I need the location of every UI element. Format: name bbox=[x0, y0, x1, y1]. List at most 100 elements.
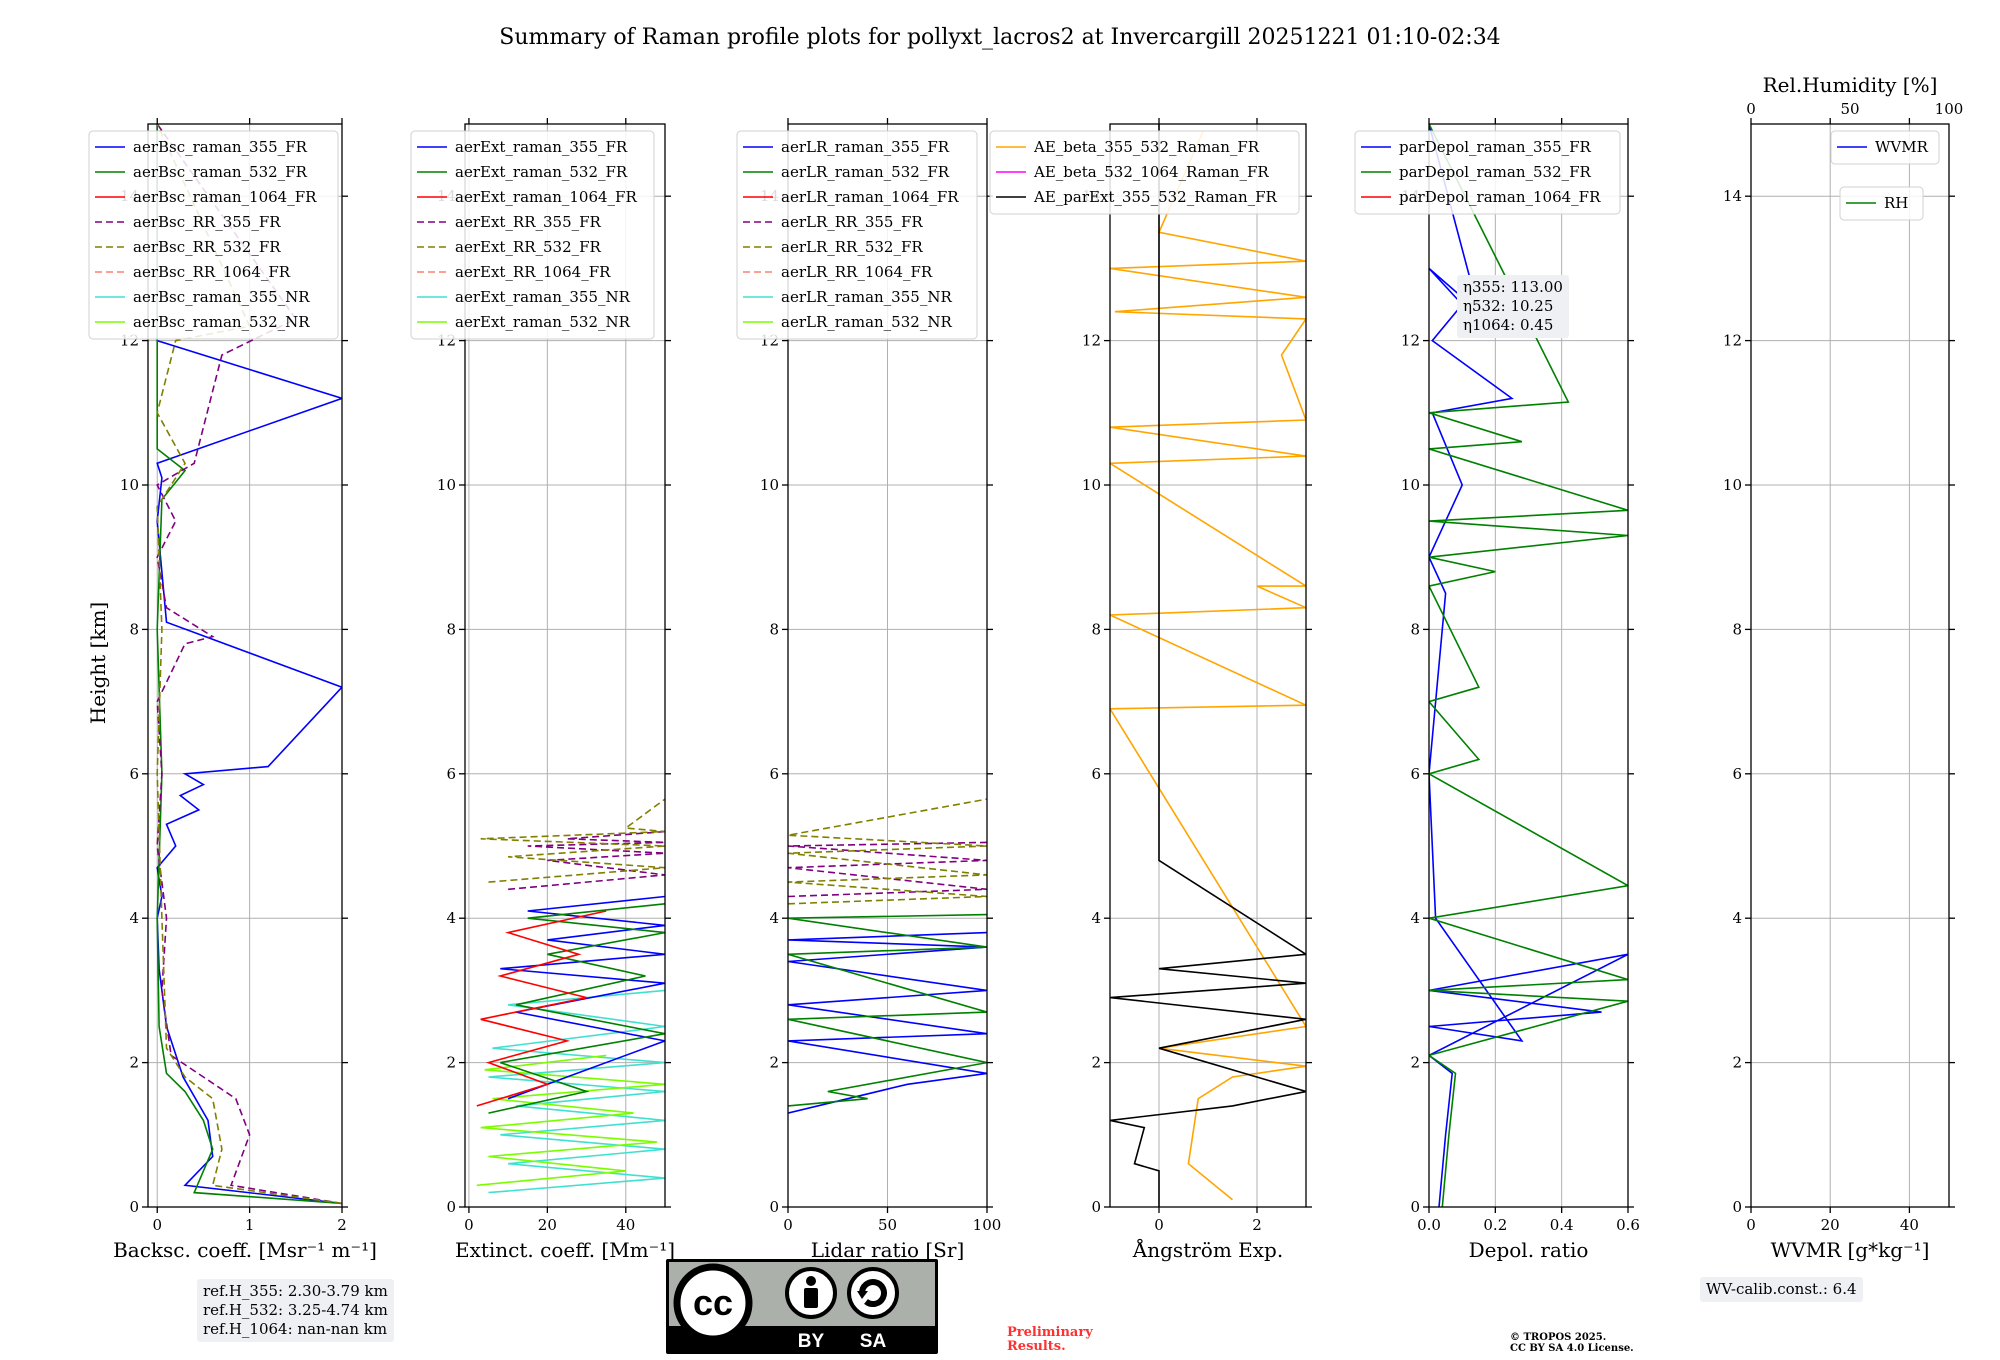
series-aerExt_raman_532_FR bbox=[488, 903, 665, 1114]
x-tick-label: 1 bbox=[245, 1216, 255, 1234]
legend-entry-aerBsc_raman_1064_FR: aerBsc_raman_1064_FR bbox=[133, 188, 317, 206]
x-tick-label: 50 bbox=[878, 1216, 897, 1234]
x-tick-label: 0.4 bbox=[1550, 1216, 1574, 1234]
axes-frame-depol bbox=[1428, 123, 1629, 1208]
y-tick-label: 4 bbox=[1091, 909, 1101, 927]
sa-share-alike-icon bbox=[847, 1267, 899, 1319]
cc-logo-icon bbox=[673, 1263, 753, 1343]
legend-entry-aerLR_raman_355_NR: aerLR_raman_355_NR bbox=[781, 288, 952, 306]
top-x-tick-label: 0 bbox=[1746, 100, 1756, 118]
legend-entry-AE_beta_532_1064_Raman_FR: AE_beta_532_1064_Raman_FR bbox=[1033, 163, 1269, 181]
legend-entry-aerLR_RR_1064_FR: aerLR_RR_1064_FR bbox=[781, 263, 933, 281]
series-aerLR_raman_355_FR bbox=[788, 931, 987, 1114]
x-tick-label: 40 bbox=[616, 1216, 635, 1234]
by-label: BY bbox=[798, 1331, 825, 1352]
legend-entry-aerLR_RR_532_FR: aerLR_RR_532_FR bbox=[781, 238, 923, 256]
legend-entry-aerExt_raman_532_NR: aerExt_raman_532_NR bbox=[455, 313, 631, 331]
x-axis-label-wv: WVMR [g*kg⁻¹] bbox=[1771, 1238, 1930, 1262]
top-x-tick-label: 100 bbox=[1935, 100, 1964, 118]
copyright-note: © TROPOS 2025. CC BY SA 4.0 License. bbox=[1510, 1332, 1634, 1354]
ref-height-1064: ref.H_1064: nan-nan km bbox=[203, 1320, 388, 1338]
y-tick-label: 10 bbox=[1723, 476, 1742, 494]
x-axis-label-ae: Ångström Exp. bbox=[1132, 1237, 1283, 1262]
legend-frame bbox=[1354, 130, 1621, 215]
y-tick-label: 0 bbox=[1091, 1198, 1101, 1216]
y-tick-label: 10 bbox=[1082, 476, 1101, 494]
legend-entry-parDepol_raman_1064_FR: parDepol_raman_1064_FR bbox=[1399, 188, 1601, 206]
legend-entry-AE_beta_355_532_Raman_FR: AE_beta_355_532_Raman_FR bbox=[1033, 138, 1260, 156]
x-tick-label: 20 bbox=[1821, 1216, 1840, 1234]
y-tick-label: 6 bbox=[446, 765, 456, 783]
sa-label: SA bbox=[860, 1331, 887, 1352]
ref-height-355: ref.H_355: 2.30-3.79 km bbox=[203, 1282, 388, 1300]
axes-frame-wv bbox=[1750, 123, 1950, 1208]
legend-frame bbox=[1839, 186, 1924, 221]
x-tick-label: 0 bbox=[783, 1216, 793, 1234]
copyright-line-1: © TROPOS 2025. bbox=[1510, 1332, 1607, 1343]
legend-entry-aerBsc_RR_355_FR: aerBsc_RR_355_FR bbox=[133, 213, 281, 231]
series-aerExt_raman_532_NR bbox=[476, 1054, 665, 1187]
series-group-ae bbox=[1110, 124, 1306, 1207]
y-tick-label: 10 bbox=[1401, 476, 1420, 494]
y-tick-label: 10 bbox=[760, 476, 779, 494]
wv-calib-const: WV-calib.const.: 6.4 bbox=[1706, 1280, 1857, 1298]
y-tick-label: 2 bbox=[1091, 1054, 1101, 1072]
legend-frame bbox=[410, 130, 655, 340]
y-tick-label: 6 bbox=[769, 765, 779, 783]
y-tick-label: 2 bbox=[1410, 1054, 1420, 1072]
wv-calibration-box: WV-calib.const.: 6.4 bbox=[1700, 1277, 1863, 1302]
copyright-line-2: CC BY SA 4.0 License. bbox=[1510, 1343, 1634, 1354]
y-tick-label: 2 bbox=[129, 1054, 139, 1072]
legend-entry-aerLR_raman_355_FR: aerLR_raman_355_FR bbox=[781, 138, 950, 156]
panel-lr: 02468101214050100Lidar ratio [Sr]aerLR_r… bbox=[736, 118, 1002, 1262]
x-axis-label-bsc: Backsc. coeff. [Msr⁻¹ m⁻¹] bbox=[113, 1238, 377, 1262]
y-tick-label: 2 bbox=[769, 1054, 779, 1072]
legend-entry-aerBsc_RR_532_FR: aerBsc_RR_532_FR bbox=[133, 238, 281, 256]
axes-frame-bsc bbox=[147, 123, 343, 1208]
y-tick-label: 6 bbox=[1410, 765, 1420, 783]
legend-entry-aerLR_RR_355_FR: aerLR_RR_355_FR bbox=[781, 213, 923, 231]
legend-entry-aerBsc_raman_355_NR: aerBsc_raman_355_NR bbox=[133, 288, 310, 306]
eta-1064: η1064: 0.45 bbox=[1463, 316, 1554, 334]
y-tick-label: 8 bbox=[129, 620, 139, 638]
figure-title: Summary of Raman profile plots for polly… bbox=[499, 25, 1500, 50]
legend-entry-aerBsc_RR_1064_FR: aerBsc_RR_1064_FR bbox=[133, 263, 291, 281]
y-tick-label: 6 bbox=[1732, 765, 1742, 783]
x-tick-label: 100 bbox=[973, 1216, 1002, 1234]
legend-entry-aerExt_RR_355_FR: aerExt_RR_355_FR bbox=[455, 213, 602, 231]
legend-frame bbox=[989, 130, 1300, 215]
y-tick-label: 10 bbox=[437, 476, 456, 494]
y-tick-label: 4 bbox=[129, 909, 139, 927]
legend-entry-parDepol_raman_532_FR: parDepol_raman_532_FR bbox=[1399, 163, 1592, 181]
x-tick-label: 0.2 bbox=[1483, 1216, 1507, 1234]
panel-ext: 0246810121402040Extinct. coeff. [Mm⁻¹]ae… bbox=[410, 118, 675, 1262]
legend-depol: parDepol_raman_355_FR parDepol_raman_532_… bbox=[1354, 130, 1621, 215]
x-tick-label: 2 bbox=[337, 1216, 347, 1234]
legend-entry-aerExt_RR_532_FR: aerExt_RR_532_FR bbox=[455, 238, 602, 256]
series-aerBsc_raman_355_FR bbox=[156, 124, 342, 1205]
x-axis-label-lr: Lidar ratio [Sr] bbox=[811, 1238, 965, 1262]
preliminary-line-2: Results. bbox=[1007, 1339, 1066, 1354]
x-axis-label-depol: Depol. ratio bbox=[1469, 1238, 1589, 1262]
y-tick-label: 8 bbox=[1732, 620, 1742, 638]
panel-bsc: 02468101214012Backsc. coeff. [Msr⁻¹ m⁻¹]… bbox=[88, 118, 377, 1262]
legend-ext: aerExt_raman_355_FR aerExt_raman_532_FRae… bbox=[410, 130, 655, 340]
y-tick-label: 4 bbox=[1410, 909, 1420, 927]
legend-entry-aerBsc_raman_532_FR: aerBsc_raman_532_FR bbox=[133, 163, 308, 181]
preliminary-results-note: Preliminary Results. bbox=[1007, 1326, 1093, 1354]
grid-wv bbox=[1750, 124, 1949, 1208]
y-tick-label: 2 bbox=[446, 1054, 456, 1072]
series-aerBsc_RR_532_FR bbox=[156, 124, 342, 1205]
x-tick-label: 0.6 bbox=[1616, 1216, 1640, 1234]
x-tick-label: 2 bbox=[1252, 1216, 1262, 1234]
legend-bsc: aerBsc_raman_355_FR aerBsc_raman_532_FRae… bbox=[88, 130, 339, 340]
y-tick-label: 4 bbox=[446, 909, 456, 927]
y-tick-label: 8 bbox=[446, 620, 456, 638]
legend-entry-aerLR_raman_1064_FR: aerLR_raman_1064_FR bbox=[781, 188, 959, 206]
y-tick-label: 0 bbox=[769, 1198, 779, 1216]
y-axis-label: Height [km] bbox=[86, 602, 110, 724]
series-group-depol bbox=[1429, 124, 1628, 1207]
y-tick-label: 2 bbox=[1732, 1054, 1742, 1072]
eta-calibration-box: η355: 113.00 η532: 10.25 η1064: 0.45 bbox=[1457, 275, 1569, 338]
legend-wv: WVMR bbox=[1830, 130, 1940, 165]
